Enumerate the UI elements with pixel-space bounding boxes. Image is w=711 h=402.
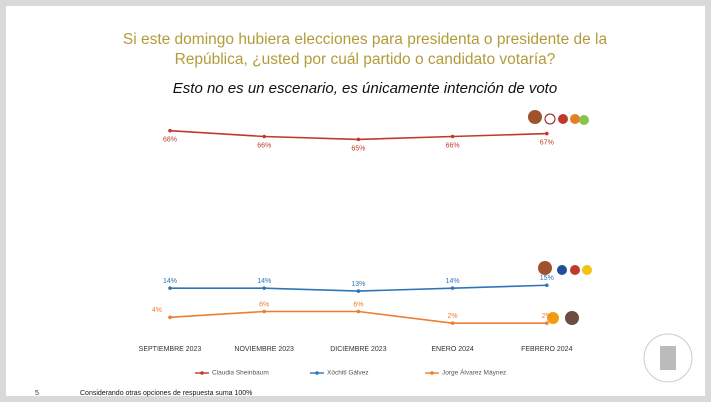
legend-marker	[430, 371, 434, 375]
page-number: 5	[35, 390, 39, 397]
data-label: 65%	[351, 145, 365, 152]
data-point	[168, 129, 172, 133]
page: Si este domingo hubiera elecciones para …	[0, 0, 711, 402]
legend-marker	[200, 371, 204, 375]
data-point	[451, 135, 455, 139]
data-point	[451, 286, 455, 290]
data-point	[545, 321, 549, 325]
data-label: 2%	[448, 313, 458, 320]
data-point	[545, 132, 549, 136]
footnote: Considerando otras opciones de respuesta…	[80, 390, 252, 397]
data-label: 66%	[257, 142, 271, 149]
x-tick-label: DICIEMBRE 2023	[330, 346, 387, 353]
data-point	[357, 138, 361, 142]
x-tick-label: NOVIEMBRE 2023	[234, 346, 294, 353]
data-label: 4%	[152, 307, 162, 314]
legend-label: Xóchitl Gálvez	[327, 370, 369, 377]
data-point	[357, 310, 361, 314]
x-tick-label: SEPTIEMBRE 2023	[139, 346, 202, 353]
data-point	[262, 135, 266, 139]
candidate-icons	[528, 110, 592, 325]
data-label: 13%	[351, 281, 365, 288]
data-point	[262, 286, 266, 290]
data-label: 14%	[257, 278, 271, 285]
legend-label: Claudia Sheinbaum	[212, 370, 269, 377]
data-label: 14%	[446, 278, 460, 285]
data-label: 6%	[259, 301, 269, 308]
data-label: 68%	[163, 137, 177, 144]
legend-marker	[315, 371, 319, 375]
chart: 5 Considerando otras opciones de respues…	[0, 0, 711, 402]
data-point	[168, 316, 172, 320]
data-label: 6%	[353, 301, 363, 308]
data-label: 66%	[446, 142, 460, 149]
data-point	[357, 289, 361, 293]
data-label: 2%	[542, 313, 552, 320]
data-label: 67%	[540, 139, 554, 146]
data-label: 15%	[540, 275, 554, 282]
data-point	[262, 310, 266, 314]
data-point	[451, 321, 455, 325]
logo	[644, 334, 692, 382]
x-tick-label: FEBRERO 2024	[521, 346, 572, 353]
data-point	[168, 286, 172, 290]
x-tick-label: ENERO 2024	[431, 346, 474, 353]
legend-label: Jorge Álvarez Máynez	[442, 368, 506, 377]
data-point	[545, 283, 549, 287]
data-label: 14%	[163, 278, 177, 285]
